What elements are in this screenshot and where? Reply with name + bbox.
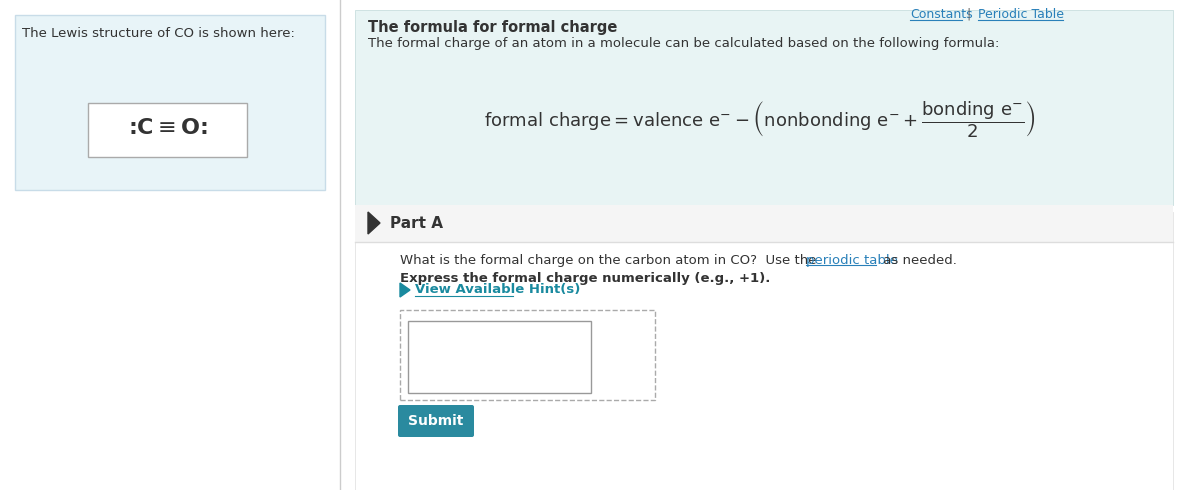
Text: |: | bbox=[966, 8, 971, 21]
Polygon shape bbox=[400, 283, 410, 297]
FancyBboxPatch shape bbox=[88, 103, 247, 157]
FancyBboxPatch shape bbox=[14, 15, 325, 190]
Text: Constants: Constants bbox=[910, 8, 973, 21]
Text: What is the formal charge on the carbon atom in CO?  Use the: What is the formal charge on the carbon … bbox=[400, 254, 816, 267]
Bar bbox=[355, 212, 1174, 490]
Text: The formula for formal charge: The formula for formal charge bbox=[368, 20, 617, 35]
Polygon shape bbox=[368, 212, 380, 234]
Text: View Available Hint(s): View Available Hint(s) bbox=[415, 284, 581, 296]
Text: Periodic Table: Periodic Table bbox=[978, 8, 1064, 21]
Text: periodic table: periodic table bbox=[806, 254, 898, 267]
Bar bbox=[408, 321, 592, 393]
Bar bbox=[400, 310, 655, 400]
Text: $\mathrm{formal\ charge} = \mathrm{valence\ e}^{-} - \left(\mathrm{nonbonding\ e: $\mathrm{formal\ charge} = \mathrm{valen… bbox=[484, 99, 1036, 140]
Text: Express the formal charge numerically (e.g., +1).: Express the formal charge numerically (e… bbox=[400, 272, 770, 285]
Text: The Lewis structure of CO is shown here:: The Lewis structure of CO is shown here: bbox=[22, 27, 295, 40]
Text: The formal charge of an atom in a molecule can be calculated based on the follow: The formal charge of an atom in a molecu… bbox=[368, 37, 1000, 50]
FancyBboxPatch shape bbox=[398, 405, 474, 437]
Bar bbox=[355, 10, 1174, 205]
Text: Submit: Submit bbox=[408, 414, 463, 428]
Bar bbox=[355, 205, 1174, 242]
Text: Part A: Part A bbox=[390, 216, 443, 230]
Text: :C$\equiv$O:: :C$\equiv$O: bbox=[128, 118, 208, 138]
Text: as needed.: as needed. bbox=[878, 254, 956, 267]
